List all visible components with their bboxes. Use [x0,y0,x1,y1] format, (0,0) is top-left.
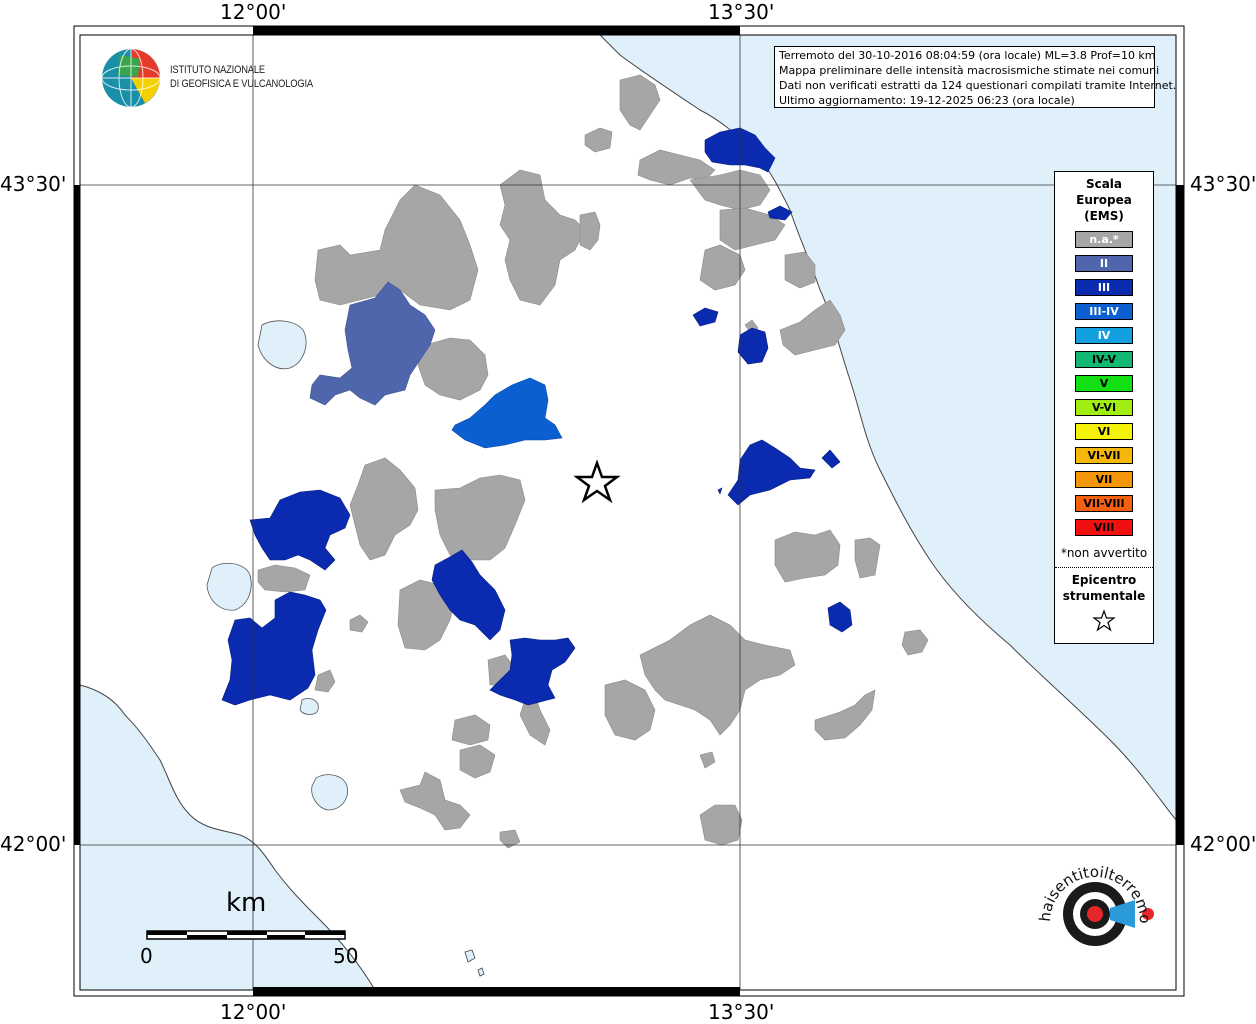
legend-epicenter-line: strumentale [1062,589,1146,603]
ingv-globe-logo [101,48,161,108]
legend-item-vii: VII [1075,471,1133,488]
tyrrhenian-sea [79,684,376,991]
lon-label-bottom-1330: 13°30' [708,1000,775,1024]
legend-item-v-vi: V-VI [1075,399,1133,416]
lake [257,320,307,370]
ingv-logo-line: ISTITUTO NAZIONALE [170,64,265,76]
islet [477,967,485,977]
event-info-line: Dati non verificati estratti da 124 ques… [779,79,1177,92]
ingv-logo-text: ISTITUTO NAZIONALE DI GEOFISICA E VULCAN… [170,63,313,91]
legend-separator [1055,567,1153,568]
legend-title-line: (EMS) [1084,209,1124,223]
haisentito-logo: haisentitoilterremoto.it www. [1030,862,1154,946]
legend-epicenter-line: Epicentro [1071,573,1137,587]
scale-max: 50 [333,944,359,968]
legend-item-vi-vii: VI-VII [1075,447,1133,464]
legend-item-v: V [1075,375,1133,392]
legend-title-line: Scala [1085,177,1123,191]
lat-label-left-4330: 43°30' [0,172,67,196]
event-info-line: Terremoto del 30-10-2016 08:04:59 (ora l… [779,49,1156,62]
lake [311,774,348,811]
graticule [80,35,1176,990]
legend-item-iii-iv: III-IV [1075,303,1133,320]
legend-item-n-a: n.a.* [1075,231,1133,248]
lake [299,698,319,715]
legend-epicenter-label: Epicentro strumentale [1055,572,1153,604]
lon-label-top-1200: 12°00' [220,0,287,24]
legend-item-vi: VI [1075,423,1133,440]
event-info-line: Mappa preliminare delle intensità macros… [779,64,1160,77]
legend-item-viii: VIII [1075,519,1133,536]
lon-label-top-1330: 13°30' [708,0,775,24]
municipalities-intensity-III [221,127,853,706]
municipality-intensity-III-IV [451,377,563,449]
scale-bar [146,930,346,940]
lat-label-right-4330: 43°30' [1190,172,1256,196]
legend-item-ii: II [1075,255,1133,272]
legend-item-iv-v: IV-V [1075,351,1133,368]
scale-unit: km [226,888,267,918]
legend-item-iii: III [1075,279,1133,296]
event-info-line: Ultimo aggiornamento: 19-12-2025 06:23 (… [779,94,1075,107]
legend-star-icon [1092,609,1116,632]
municipality-intensity-II [309,281,436,406]
ems-legend: Scala Europea (EMS) n.a.* II III III-IV IV IV… [1054,171,1154,644]
lat-label-left-4200: 42°00' [0,832,67,856]
ingv-logo-line: DI GEOFISICA E VULCANOLOGIA [170,78,313,90]
scale-min: 0 [140,944,153,968]
legend-note: *non avvertito [1060,546,1148,560]
epicenter-star [573,459,621,504]
legend-item-vii-viii: VII-VIII [1075,495,1133,512]
legend-title: Scala Europea (EMS) [1055,176,1153,224]
legend-title-line: Europea [1076,193,1132,207]
event-info-box: Terremoto del 30-10-2016 08:04:59 (ora l… [774,46,1177,108]
lon-label-bottom-1200: 12°00' [220,1000,287,1024]
legend-item-iv: IV [1075,327,1133,344]
municipalities-na [257,74,929,849]
map-frame [73,25,1185,997]
lake [206,562,252,611]
islet [464,949,476,963]
lat-label-right-4200: 42°00' [1190,832,1256,856]
